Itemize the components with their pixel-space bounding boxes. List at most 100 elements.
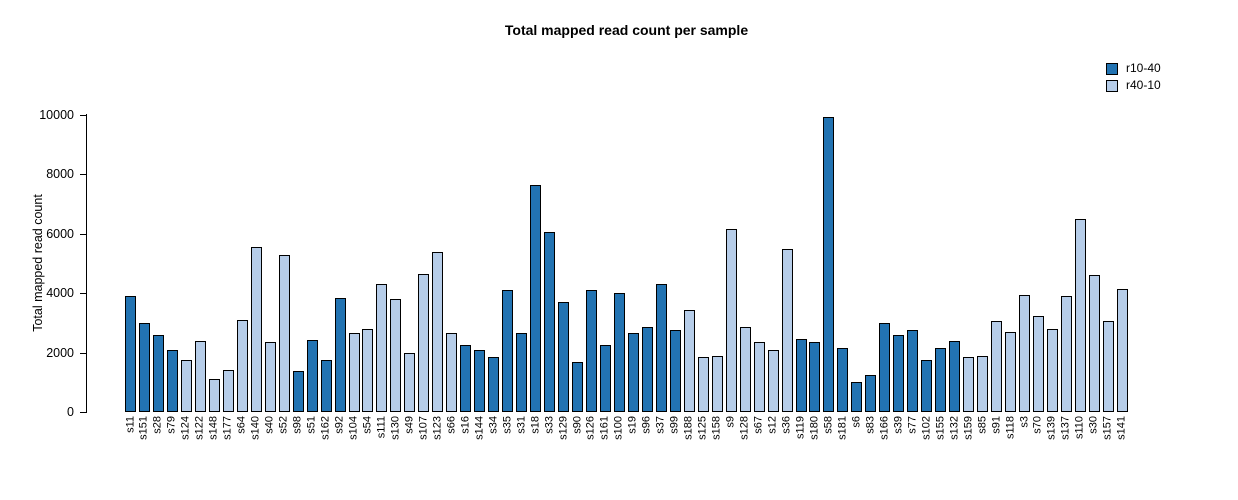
bar-s124 [180,360,192,412]
x-tick-label: s137 [1059,416,1072,440]
bar-s30 [1088,275,1100,412]
x-tick-label: s151 [137,416,150,440]
x-tick-label: s119 [794,416,807,440]
x-label-cell: s122 [194,416,206,476]
bar-s51 [306,339,318,412]
x-label-cell: s126 [584,416,597,476]
bar-s107 [418,273,430,412]
x-tick-label: s157 [1101,416,1114,440]
bar-s66 [446,333,458,412]
bar-s40 [264,342,276,412]
legend-row: r40-10 [1106,79,1161,92]
x-label-cell: s19 [626,416,639,476]
bar-s155 [935,348,947,412]
bar-s19 [627,333,639,412]
x-tick-label: s126 [584,416,597,440]
x-label-cell: s111 [375,416,388,476]
bar-s162 [320,360,332,412]
bar-s157 [1102,321,1114,412]
bar-s64 [236,319,248,412]
bar-s130 [390,299,402,412]
x-label-cell: s28 [152,416,164,476]
x-tick-label: s36 [780,416,793,434]
x-label-cell: s3 [1018,416,1030,476]
bar-s39 [893,334,905,412]
x-label-cell: s11 [124,416,136,476]
x-tick-label: s123 [431,416,444,440]
x-label-cell: s40 [264,416,276,476]
x-label-cell: s98 [291,416,304,476]
x-label-cell: s77 [906,416,919,476]
x-tick-label: s58 [822,416,835,434]
x-tick-label: s79 [165,416,178,434]
x-label-cell: s100 [612,416,625,476]
bar-s79 [166,349,178,412]
x-tick-label: s148 [207,416,220,440]
x-label-cell: s49 [403,416,415,476]
bar-s159 [963,357,975,412]
x-tick-label: s3 [1018,416,1030,428]
x-label-cell: s37 [654,416,667,476]
bar-s122 [194,340,206,412]
x-label-cell: s31 [515,416,527,476]
bar-s181 [837,348,849,412]
x-label-cell: s119 [794,416,807,476]
x-label-cell: s107 [417,416,430,476]
x-tick-label: s77 [906,416,919,434]
bar-s148 [208,379,220,412]
x-tick-label: s37 [654,416,667,434]
bar-s161 [599,345,611,412]
x-label-cell: s58 [822,416,835,476]
x-tick-label: s177 [221,416,234,440]
x-tick-label: s107 [417,416,430,440]
x-label-cell: s151 [137,416,150,476]
x-label-cell: s166 [878,416,890,476]
x-tick-label: s98 [291,416,304,434]
bar-s77 [907,330,919,412]
y-tick-mark [80,174,86,176]
x-tick-label: s54 [361,416,374,434]
x-tick-label: s141 [1115,416,1128,440]
bar-s3 [1019,294,1030,412]
x-tick-label: s16 [459,416,472,434]
x-tick-label: s100 [612,416,625,440]
x-tick-label: s51 [305,416,318,434]
y-tick-mark [80,293,86,295]
x-tick-label: s159 [962,416,975,440]
x-label-cell: s181 [836,416,848,476]
x-tick-label: s111 [375,416,388,439]
x-tick-label: s188 [682,416,695,440]
x-label-cell: s110 [1074,416,1086,476]
x-tick-label: s96 [640,416,653,434]
x-tick-label: s155 [934,416,947,440]
x-tick-label: s35 [501,416,514,434]
y-axis-line [86,114,87,413]
x-label-cell: s9 [725,416,737,476]
x-tick-label: s102 [920,416,933,440]
x-tick-label: s128 [738,416,751,440]
y-tick-label: 8000 [46,167,74,182]
x-label-cell: s99 [669,416,681,476]
bar-s137 [1060,296,1072,412]
bar-s9 [725,229,737,412]
y-tick-label: 0 [67,405,74,419]
x-tick-label: s92 [333,416,346,434]
x-tick-label: s129 [557,416,570,440]
x-label-cell: s67 [753,416,765,476]
x-label-cell: s51 [305,416,318,476]
x-tick-label: s125 [696,416,709,440]
x-tick-label: s85 [976,416,989,434]
x-tick-label: s18 [529,416,542,434]
bar-s139 [1046,328,1058,412]
bar-s34 [488,357,500,412]
x-tick-label: s64 [235,416,248,434]
x-label-cell: s6 [850,416,862,476]
bar-s18 [530,184,542,412]
x-tick-label: s180 [808,416,821,440]
bar-s92 [334,297,346,412]
x-label-cell: s159 [962,416,975,476]
bar-s188 [683,309,695,412]
x-tick-label: s19 [626,416,639,434]
plot-area [125,115,1128,412]
x-label-cell: s139 [1046,416,1058,476]
